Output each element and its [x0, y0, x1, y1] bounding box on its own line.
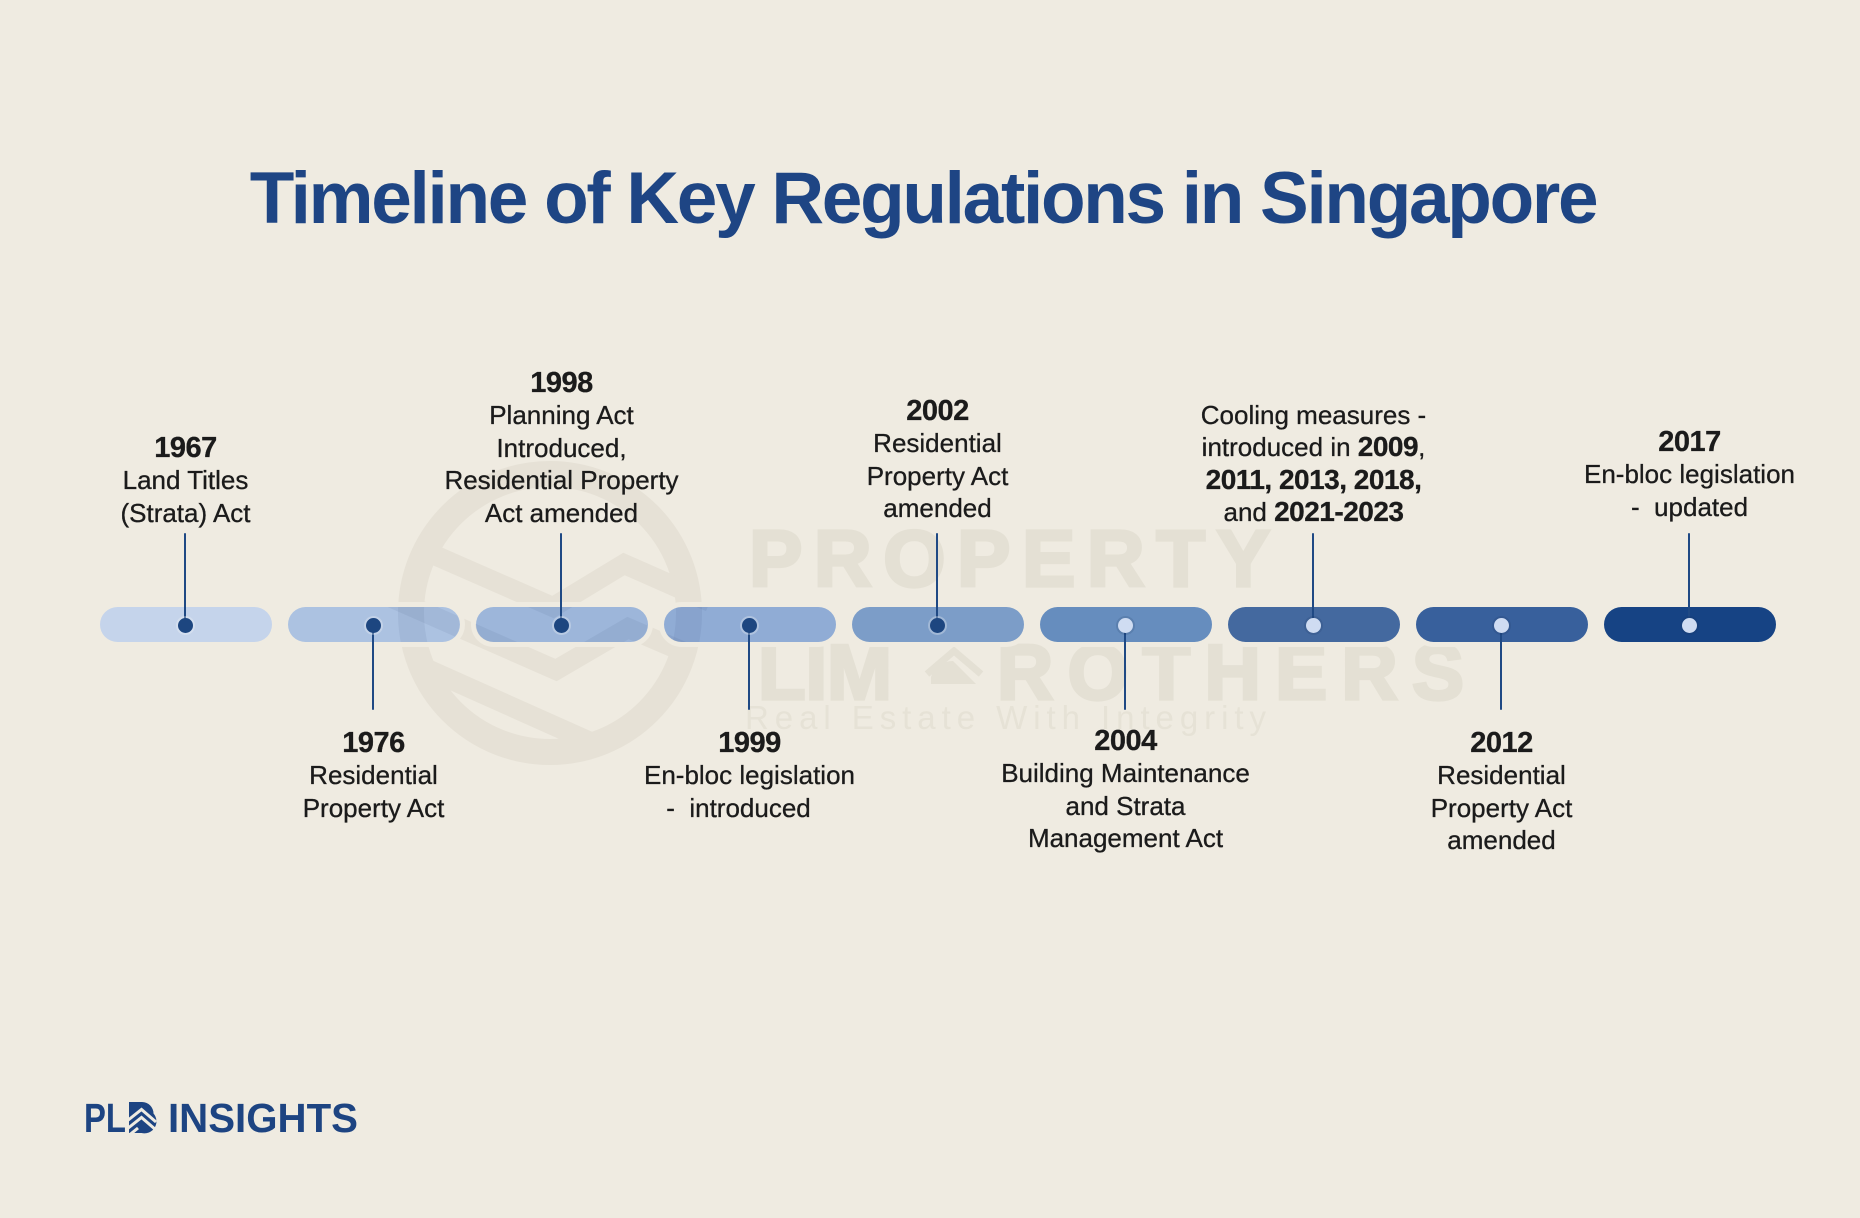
svg-text:Real Estate With Integrity: Real Estate With Integrity	[745, 699, 1272, 736]
svg-text:PROPERTY: PROPERTY	[749, 514, 1270, 603]
svg-text:INSIGHTS: INSIGHTS	[168, 1095, 358, 1141]
svg-text:PL: PL	[84, 1095, 126, 1141]
